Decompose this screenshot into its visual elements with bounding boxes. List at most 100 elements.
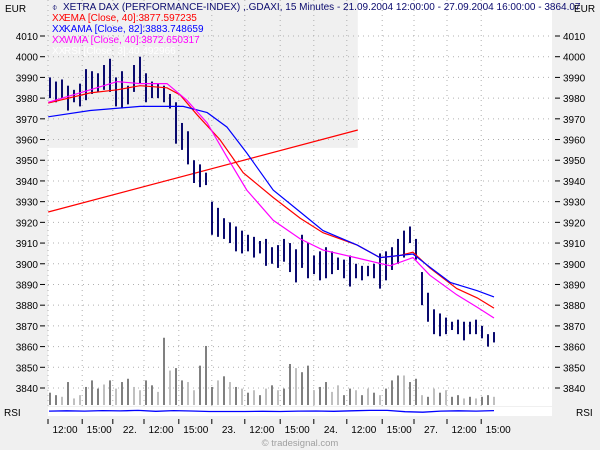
trendline-segment[interactable] [48,129,358,213]
x-tick-label: 24. [324,425,338,436]
volume-bar [277,390,279,405]
y-tick-label-right: 3970 [563,115,586,126]
x-tick-label: 15:00 [87,425,112,436]
volume-bar [253,390,255,405]
volume-bar [133,386,135,405]
volume-bar [271,385,273,405]
volume-bar [439,392,441,405]
y-tick-label-left: 3920 [16,218,39,229]
volume-bar [193,390,195,405]
volume-bar [241,388,243,405]
y-tick-label-right: 3850 [563,363,586,374]
volume-bars [49,337,495,405]
volume-bar [163,337,165,405]
volume-bar [229,382,231,405]
x-axis: 12:00 15:00 22. 12:00 15:00 23. 12:00 15:00 24. 1… [47,419,511,436]
volume-bar [247,392,249,405]
x-tick-label: 15:00 [285,425,310,436]
y-tick-label-left: 3970 [16,115,39,126]
volume-bar [409,382,411,405]
y-tick-label-left: 3890 [16,280,39,291]
y-tick-label-right: 4010 [563,32,586,43]
volume-bar [415,378,417,405]
shaded-region [48,0,358,148]
x-tick-label: 12:00 [52,425,77,436]
x-tick-label: 15:00 [486,425,511,436]
volume-bar [139,390,141,405]
shaded-rect [48,0,358,148]
legend-icon: XX [52,24,66,35]
volume-bar [301,372,303,405]
x-tick-label: 12:00 [249,425,274,436]
volume-bar [367,388,369,405]
y-tick-label-left: 4010 [16,32,39,43]
legend-icon: XX [52,35,66,46]
volume-bar [121,382,123,405]
instrument-icon: ⌽ [52,2,57,12]
volume-bar [217,380,219,405]
volume-bar [79,395,81,405]
volume-bar [187,382,189,405]
rsi-label-right: RSI [576,408,593,419]
volume-bar [49,392,51,405]
volume-bar [451,396,453,405]
ma-line-wma [48,80,495,319]
currency-right: EUR [574,4,595,15]
volume-bar [199,365,201,405]
volume-bar [169,370,171,405]
y-tick-label-right: 3900 [563,260,586,271]
x-tick-label: 22. [123,425,137,436]
y-tick-label-left: 3860 [16,343,39,354]
volume-bar [151,385,153,405]
volume-bar [283,388,285,405]
volume-bar [469,396,471,405]
y-tick-label-left: 3980 [16,94,39,105]
volume-bar [97,388,99,405]
rsi-line [48,409,495,413]
volume-bar [295,368,297,405]
volume-bar [421,395,423,405]
volume-bar [337,385,339,405]
volume-bar [181,380,183,405]
volume-bar [73,398,75,405]
x-tick-label: 23. [222,425,236,436]
volume-bar [481,396,483,405]
volume-bar [331,391,333,405]
legend-entry: WMA [Close, 40]:3872.650317 [64,35,200,46]
rsi-polyline [48,409,495,413]
x-tick-label: 12:00 [351,425,376,436]
x-tick-label: 27. [424,425,438,436]
volume-bar [313,390,315,405]
moving-averages [48,80,495,319]
y-axis: 4010 4010 4000 4000 3990 3990 3980 3980 3970 3970… [16,32,586,395]
volume-bar [475,398,477,405]
volume-bar [205,345,207,405]
y-tick-label-left: 3990 [16,73,39,84]
trendline[interactable] [48,129,358,213]
chart-title: XETRA DAX (PERFORMANCE-INDEX) ,.GDAXI, 1… [63,2,581,13]
y-tick-label-right: 3940 [563,177,586,188]
volume-bar [109,380,111,405]
volume-bar [397,375,399,405]
volume-bar [91,380,93,405]
volume-bar [385,388,387,405]
y-tick-label-left: 3840 [16,384,39,395]
y-tick-label-left: 3850 [16,363,39,374]
volume-bar [457,395,459,405]
y-tick-label-left: 3880 [16,301,39,312]
y-tick-label-right: 3920 [563,218,586,229]
volume-bar [361,395,363,405]
y-tick-label-right: 3980 [563,94,586,105]
volume-bar [319,386,321,405]
volume-bar [391,380,393,405]
volume-bar [67,382,69,405]
x-tick-label: 12:00 [148,425,173,436]
volume-bar [61,396,63,405]
y-tick-label-left: 3900 [16,260,39,271]
volume-bar [115,388,117,405]
volume-bar [427,396,429,405]
y-tick-label-left: 3960 [16,136,39,147]
volume-bar [433,388,435,405]
